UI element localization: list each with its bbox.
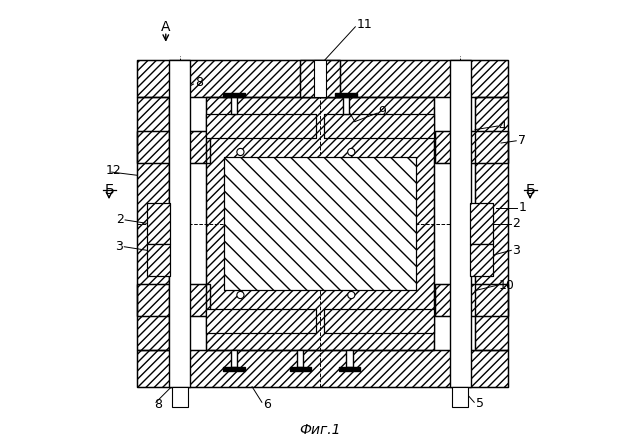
Text: 3: 3 <box>512 244 520 257</box>
Bar <box>206 309 316 333</box>
Bar <box>300 60 340 97</box>
Bar <box>339 367 360 371</box>
Bar <box>147 244 170 276</box>
Bar <box>223 93 245 97</box>
Text: Фиг.1: Фиг.1 <box>300 423 340 437</box>
Bar <box>300 60 340 97</box>
Circle shape <box>237 291 244 299</box>
Text: 4: 4 <box>499 119 507 133</box>
Bar <box>147 203 170 244</box>
Text: 2: 2 <box>512 217 520 230</box>
Bar <box>137 284 209 316</box>
Bar <box>475 97 508 350</box>
Bar <box>435 131 508 163</box>
Bar <box>450 60 470 387</box>
Text: 8: 8 <box>154 398 162 411</box>
Bar <box>206 309 316 333</box>
Bar <box>324 309 434 333</box>
Bar <box>206 97 434 350</box>
Circle shape <box>348 148 355 156</box>
Text: 7: 7 <box>518 134 525 148</box>
Bar <box>137 97 170 350</box>
Text: 1: 1 <box>518 201 526 215</box>
Bar <box>435 131 508 163</box>
Bar <box>231 97 237 114</box>
Bar <box>290 367 311 371</box>
Bar <box>470 203 493 244</box>
Bar <box>475 97 508 350</box>
Bar <box>470 244 493 276</box>
Bar <box>224 157 416 290</box>
Bar <box>231 350 237 367</box>
Text: 12: 12 <box>106 164 121 177</box>
Bar <box>324 114 434 138</box>
Bar <box>172 387 188 407</box>
Bar <box>435 284 508 316</box>
Bar <box>137 350 508 387</box>
Text: 11: 11 <box>356 18 372 31</box>
Bar <box>147 203 170 244</box>
Bar <box>137 60 508 97</box>
Bar <box>346 350 353 367</box>
Bar <box>314 60 326 97</box>
Text: 3: 3 <box>115 240 124 253</box>
Bar <box>147 244 170 276</box>
Bar <box>335 93 356 97</box>
Bar <box>206 114 316 138</box>
Bar <box>343 97 349 114</box>
Text: 6: 6 <box>263 398 271 411</box>
Text: А: А <box>161 20 170 34</box>
Bar <box>470 203 493 244</box>
Bar <box>137 60 508 97</box>
Text: 2: 2 <box>116 213 124 227</box>
Bar <box>324 114 434 138</box>
Bar <box>137 131 209 163</box>
Bar <box>137 350 508 387</box>
Bar <box>137 131 209 163</box>
Text: 8: 8 <box>195 76 203 89</box>
Bar <box>452 387 468 407</box>
Bar <box>223 367 245 371</box>
Bar <box>206 97 434 350</box>
Bar <box>206 114 316 138</box>
Bar <box>137 284 209 316</box>
Bar <box>470 244 493 276</box>
Text: Б: Б <box>525 183 535 197</box>
Bar <box>224 157 416 290</box>
Bar <box>435 284 508 316</box>
Bar <box>297 350 303 367</box>
Text: 5: 5 <box>476 396 484 410</box>
Circle shape <box>237 148 244 156</box>
Circle shape <box>348 291 355 299</box>
Bar <box>324 309 434 333</box>
Text: 9: 9 <box>378 105 386 118</box>
Bar <box>170 60 190 387</box>
Bar <box>137 97 170 350</box>
Text: Б: Б <box>104 183 114 197</box>
Text: 10: 10 <box>499 278 515 292</box>
